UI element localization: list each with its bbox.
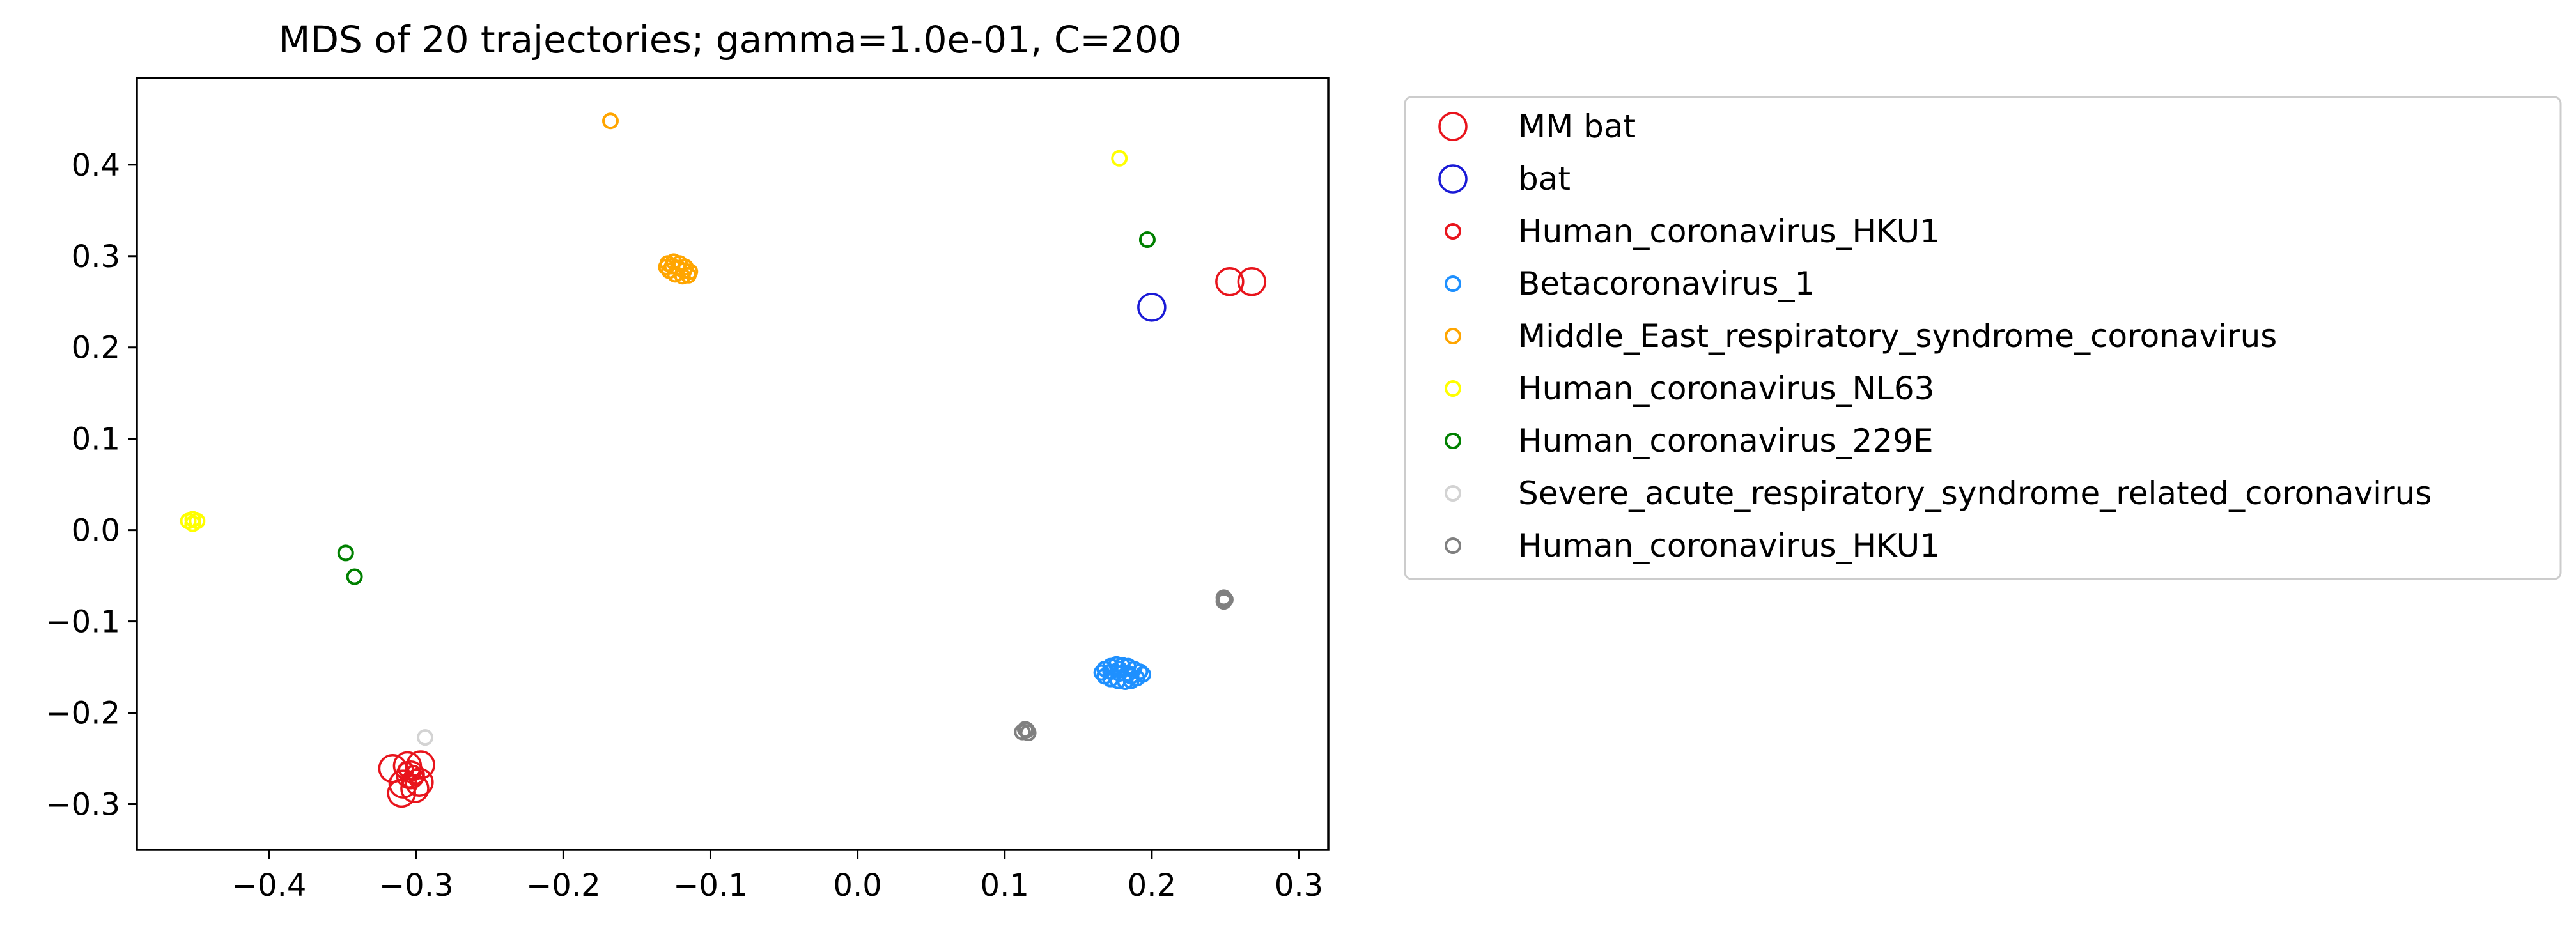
chart-title: MDS of 20 trajectories; gamma=1.0e-01, C… bbox=[278, 18, 1181, 61]
data-point bbox=[184, 515, 201, 532]
legend-label: Human_coronavirus_229E bbox=[1518, 422, 1934, 459]
legend-label: MM bat bbox=[1518, 108, 1636, 145]
legend-label: bat bbox=[1518, 160, 1571, 197]
data-point bbox=[1138, 231, 1156, 249]
y-tick-label: 0.3 bbox=[72, 239, 120, 275]
data-point bbox=[1018, 721, 1036, 739]
data-point bbox=[663, 258, 681, 275]
data-point bbox=[346, 568, 363, 585]
y-tick-label: 0.0 bbox=[72, 513, 120, 549]
legend-marker bbox=[1438, 112, 1468, 141]
x-tick-label: −0.4 bbox=[232, 868, 307, 903]
x-tick-label: 0.0 bbox=[833, 868, 881, 903]
plot-area: −0.4 −0.3 −0.2 −0.1 0.0 0.1 0.2 0.3 −0.3 −0.2 −0.1… bbox=[45, 77, 1330, 903]
data-point bbox=[406, 750, 435, 780]
data-point bbox=[1093, 664, 1110, 681]
x-tick-label: −0.1 bbox=[673, 868, 748, 903]
data-point bbox=[1102, 663, 1119, 680]
legend-marker bbox=[1445, 433, 1461, 449]
data-point bbox=[1215, 267, 1245, 296]
data-point bbox=[1122, 668, 1140, 685]
y-tick-label: 0.4 bbox=[72, 148, 120, 183]
y-tick-label: −0.3 bbox=[45, 787, 120, 823]
legend-label: Middle_East_respiratory_syndrome_coronav… bbox=[1518, 318, 2277, 355]
data-point bbox=[417, 729, 434, 746]
legend-marker bbox=[1445, 223, 1461, 240]
y-tick-label: 0.2 bbox=[72, 330, 120, 366]
legend-marker bbox=[1438, 164, 1468, 194]
data-point bbox=[1111, 660, 1128, 677]
x-tick-label: 0.3 bbox=[1275, 868, 1323, 903]
legend-marker bbox=[1445, 275, 1461, 292]
y-tick-label: −0.1 bbox=[45, 604, 120, 640]
data-point bbox=[658, 258, 675, 275]
legend-label: Human_coronavirus_HKU1 bbox=[1518, 213, 1940, 250]
legend-label: Severe_acute_respiratory_syndrome_relate… bbox=[1518, 475, 2432, 512]
data-point bbox=[400, 772, 417, 789]
x-tick-label: −0.2 bbox=[526, 868, 601, 903]
legend-label: Human_coronavirus_NL63 bbox=[1518, 370, 1934, 407]
data-point bbox=[1120, 665, 1137, 682]
x-tick-label: 0.1 bbox=[981, 868, 1029, 903]
data-point bbox=[1111, 665, 1128, 682]
legend-marker bbox=[1445, 537, 1461, 554]
y-tick-label: −0.2 bbox=[45, 696, 120, 732]
legend-frame bbox=[1404, 96, 2562, 580]
data-point bbox=[1216, 591, 1234, 608]
data-point bbox=[601, 112, 619, 130]
legend-marker bbox=[1445, 485, 1461, 502]
y-tick-label: 0.1 bbox=[72, 422, 120, 457]
data-point bbox=[337, 544, 354, 562]
legend-label: Betacoronavirus_1 bbox=[1518, 265, 1815, 302]
axes-frame bbox=[136, 77, 1330, 851]
x-tick-label: −0.3 bbox=[379, 868, 454, 903]
legend-label: Human_coronavirus_HKU1 bbox=[1518, 527, 1940, 564]
data-point bbox=[1137, 293, 1167, 322]
data-point bbox=[1237, 267, 1267, 296]
legend: MM bat bat Human_coronavirus_HKU1 Betacoron… bbox=[1404, 96, 2562, 580]
legend-marker bbox=[1445, 328, 1461, 344]
legend-marker bbox=[1445, 380, 1461, 397]
data-point bbox=[1111, 150, 1128, 167]
x-tick-label: 0.2 bbox=[1128, 868, 1176, 903]
